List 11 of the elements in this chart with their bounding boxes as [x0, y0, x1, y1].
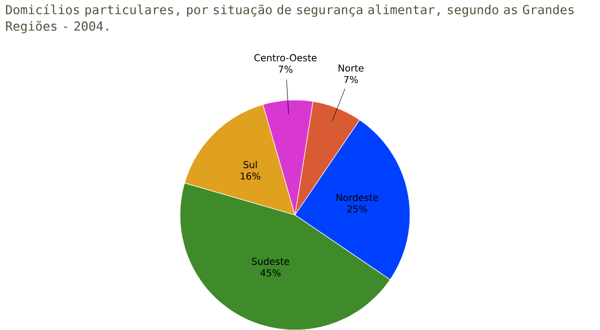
slice-label: Sudeste [252, 257, 290, 265]
data-label: 45% [260, 269, 281, 276]
data-label: 16% [240, 172, 260, 180]
slice-label: Nordeste [336, 194, 378, 201]
slice-label: Sul [244, 160, 257, 168]
chart-title: Domicílios particulares, por situação de segurança alimentar, segundo as Grandes Regiões - 2004. [6, 4, 574, 34]
slice-label: Norte [338, 64, 364, 72]
data-label: 25% [347, 205, 368, 212]
slice-label: Centro-Oeste [254, 54, 317, 62]
data-label: 7% [278, 66, 292, 73]
data-label: 7% [344, 76, 358, 83]
